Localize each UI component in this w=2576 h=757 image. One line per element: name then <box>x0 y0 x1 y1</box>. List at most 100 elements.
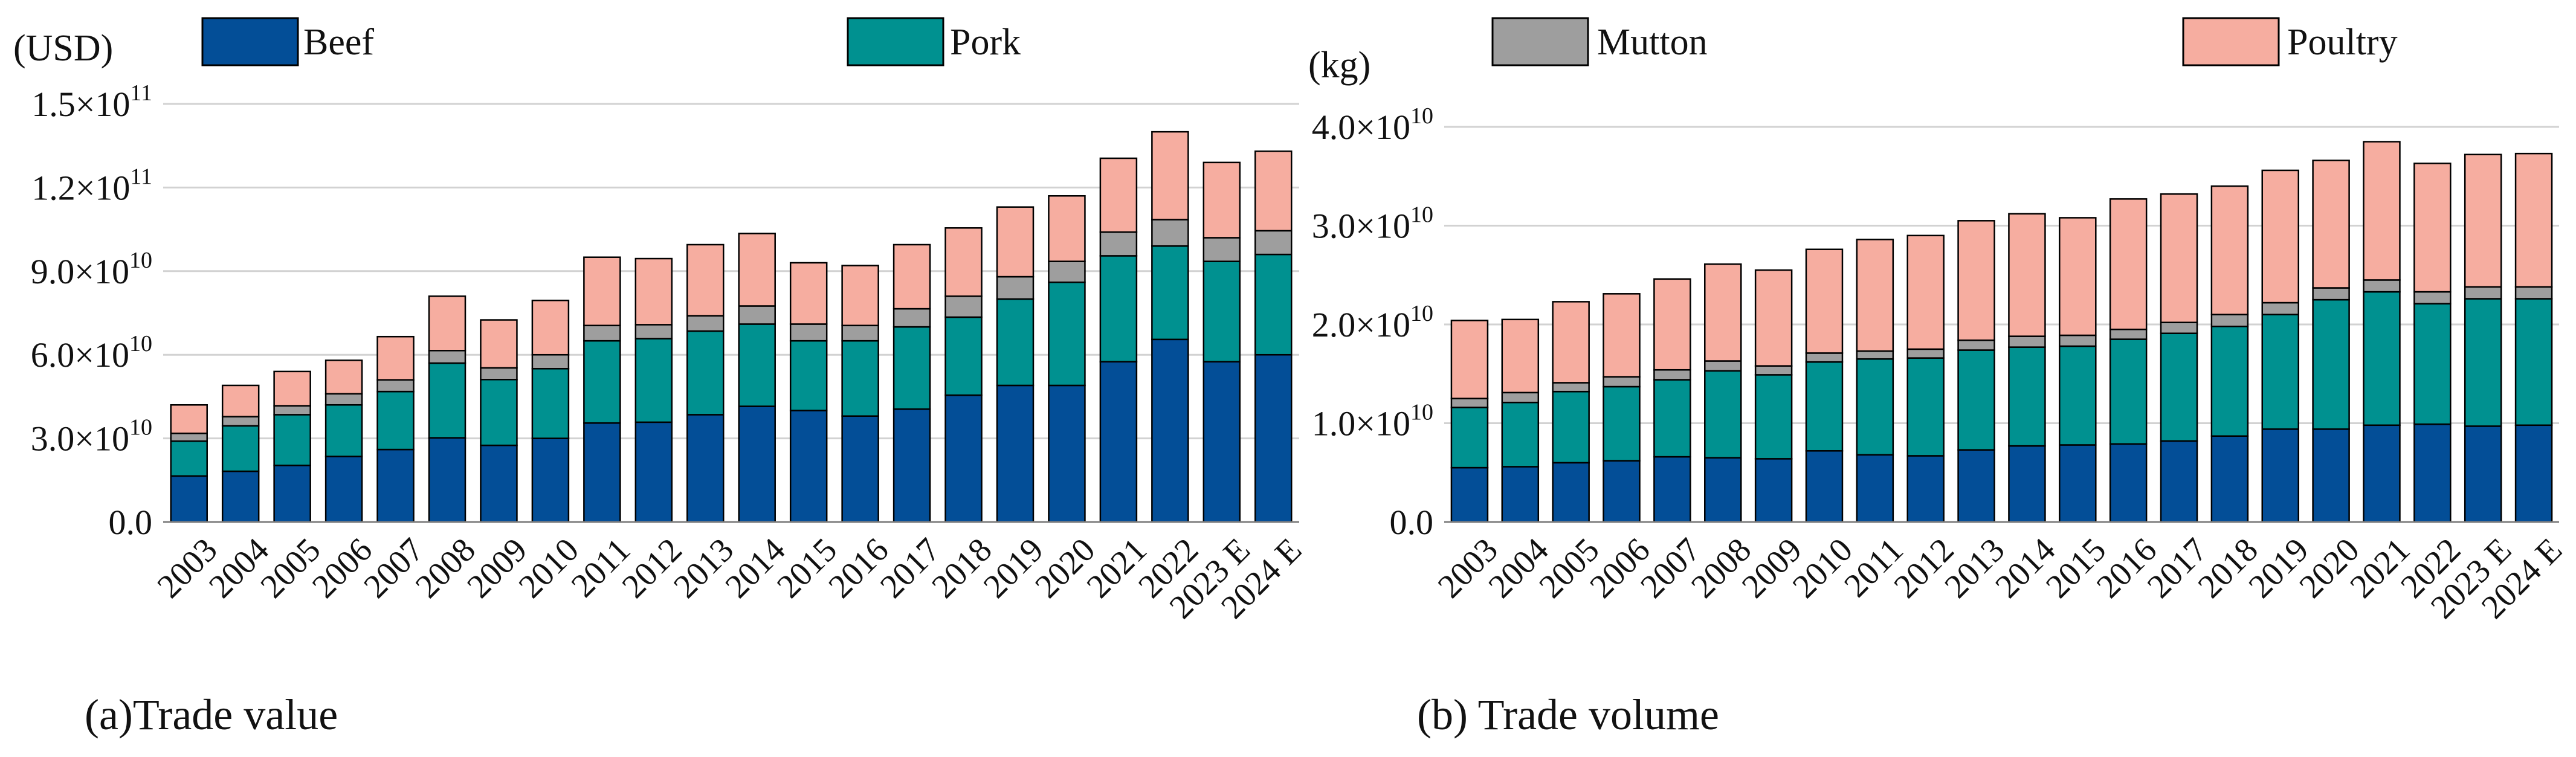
bar-pork-2008 <box>1704 370 1742 459</box>
bar-beef-2015 <box>789 410 828 523</box>
bar-mutton-2007 <box>1653 369 1691 381</box>
bar-mutton-2008 <box>428 350 466 364</box>
bar-poultry-2007 <box>376 335 415 381</box>
bar-poultry-2016 <box>2109 198 2148 330</box>
bar-stack-2007 <box>376 335 415 523</box>
bar-mutton-2023-E <box>1202 237 1241 262</box>
bar-beef-2020 <box>2312 428 2350 523</box>
bar-pork-2003 <box>170 440 208 477</box>
bar-stack-2015 <box>789 262 828 523</box>
bar-stack-2020 <box>1048 195 1086 523</box>
bar-beef-2006 <box>324 456 363 523</box>
bar-mutton-2005 <box>1552 382 1590 393</box>
bar-mutton-2017 <box>2160 321 2198 334</box>
bar-mutton-2013 <box>1957 339 1995 351</box>
bar-pork-2019 <box>996 298 1035 387</box>
bar-pork-2012 <box>1906 357 1945 457</box>
chart-b-x-ticks: 2003200420052006200720082009201020112012… <box>1431 531 2569 626</box>
bar-stack-2018 <box>944 227 983 523</box>
bar-poultry-2011 <box>1856 239 1894 352</box>
bar-stack-2015 <box>2059 217 2097 523</box>
chart-a-x-ticks: 2003200420052006200720082009201020112012… <box>150 531 1309 626</box>
y-tick-label: 6.0×1010 <box>31 331 152 375</box>
bar-pork-2011 <box>583 340 621 424</box>
bar-stack-2014 <box>738 233 776 523</box>
bar-mutton-2012 <box>634 324 673 340</box>
bar-beef-2007 <box>1653 456 1691 523</box>
bar-beef-2003 <box>170 475 208 523</box>
legend-label-poultry: Poultry <box>2287 22 2398 63</box>
bar-mutton-2011 <box>1856 350 1894 360</box>
chart-trade-volume: (kg) 0.0 1.0×1010 2.0×1010 3.0×1010 4.0×1010… <box>1308 17 2569 739</box>
chart-b-legend: Mutton Poultry <box>1491 17 2398 66</box>
bar-poultry-2010 <box>1805 248 1844 354</box>
bar-mutton-2015 <box>789 323 828 342</box>
y-tick-label: 1.5×1011 <box>31 80 152 124</box>
bar-stack-2010 <box>1805 248 1844 523</box>
bar-stack-2020 <box>2312 159 2350 523</box>
bar-mutton-2010 <box>531 353 570 370</box>
bar-pork-2018 <box>2210 326 2249 437</box>
bar-poultry-2019 <box>2261 169 2299 304</box>
bar-beef-2014 <box>2008 445 2046 523</box>
bar-stack-2004 <box>1501 318 1540 523</box>
bar-pork-2023-E <box>1202 260 1241 362</box>
bar-stack-2016 <box>841 265 879 523</box>
bar-pork-2005 <box>273 414 311 466</box>
bar-stack-2009 <box>480 319 518 523</box>
bar-beef-2019 <box>996 384 1035 523</box>
bar-poultry-2018 <box>2210 185 2249 315</box>
bar-mutton-2003 <box>170 433 208 442</box>
bar-pork-2020 <box>1048 282 1086 387</box>
bar-pork-2015 <box>789 340 828 411</box>
bar-poultry-2004 <box>1501 318 1540 394</box>
bar-stack-2006 <box>324 359 363 523</box>
bar-pork-2004 <box>1501 401 1540 468</box>
legend-item-beef: Beef <box>201 17 374 66</box>
bar-poultry-2023-E <box>2464 153 2502 288</box>
bar-beef-2009 <box>1754 458 1793 523</box>
bar-mutton-2021 <box>2363 279 2401 293</box>
legend-item-pork: Pork <box>847 17 1021 66</box>
y-tick-label: 9.0×1010 <box>31 248 152 291</box>
bar-mutton-2018 <box>2210 314 2249 327</box>
bar-poultry-2015 <box>789 262 828 325</box>
bar-beef-2004 <box>221 470 260 523</box>
bar-beef-2024-E <box>2514 424 2553 523</box>
bar-beef-2024-E <box>1254 353 1293 523</box>
legend-label-beef: Beef <box>303 22 374 63</box>
chart-a-bars <box>170 130 1293 523</box>
legend-label-pork: Pork <box>950 22 1021 63</box>
bar-pork-2020 <box>2312 298 2350 430</box>
bar-pork-2007 <box>1653 379 1691 458</box>
bar-poultry-2008 <box>428 295 466 352</box>
bar-poultry-2011 <box>583 256 621 327</box>
bar-poultry-2013 <box>1957 220 1995 341</box>
bar-poultry-2008 <box>1704 263 1742 362</box>
bar-stack-2023-E <box>2464 153 2502 523</box>
bar-poultry-2012 <box>634 257 673 326</box>
bar-beef-2014 <box>738 405 776 523</box>
bar-poultry-2024-E <box>1254 150 1293 232</box>
bar-pork-2003 <box>1450 407 1489 469</box>
bar-pork-2016 <box>841 340 879 417</box>
bar-beef-2003 <box>1450 466 1489 523</box>
bar-poultry-2020 <box>2312 159 2350 289</box>
bar-beef-2007 <box>376 448 415 523</box>
bar-poultry-2022 <box>2413 163 2452 293</box>
bar-beef-2018 <box>2210 435 2249 523</box>
legend-swatch-poultry <box>2182 17 2280 66</box>
bar-mutton-2004 <box>1501 391 1540 404</box>
legend-swatch-mutton <box>1491 17 1589 66</box>
bar-beef-2016 <box>841 415 879 523</box>
y-tick-label: 3.0×1010 <box>31 415 152 459</box>
bar-poultry-2023-E <box>1202 161 1241 239</box>
bar-poultry-2006 <box>1603 293 1641 378</box>
bar-poultry-2014 <box>2008 213 2046 337</box>
bar-poultry-2014 <box>738 233 776 307</box>
bar-pork-2019 <box>2261 314 2299 430</box>
bar-stack-2008 <box>1704 263 1742 523</box>
bar-pork-2015 <box>2059 345 2097 446</box>
bar-mutton-2018 <box>944 295 983 318</box>
